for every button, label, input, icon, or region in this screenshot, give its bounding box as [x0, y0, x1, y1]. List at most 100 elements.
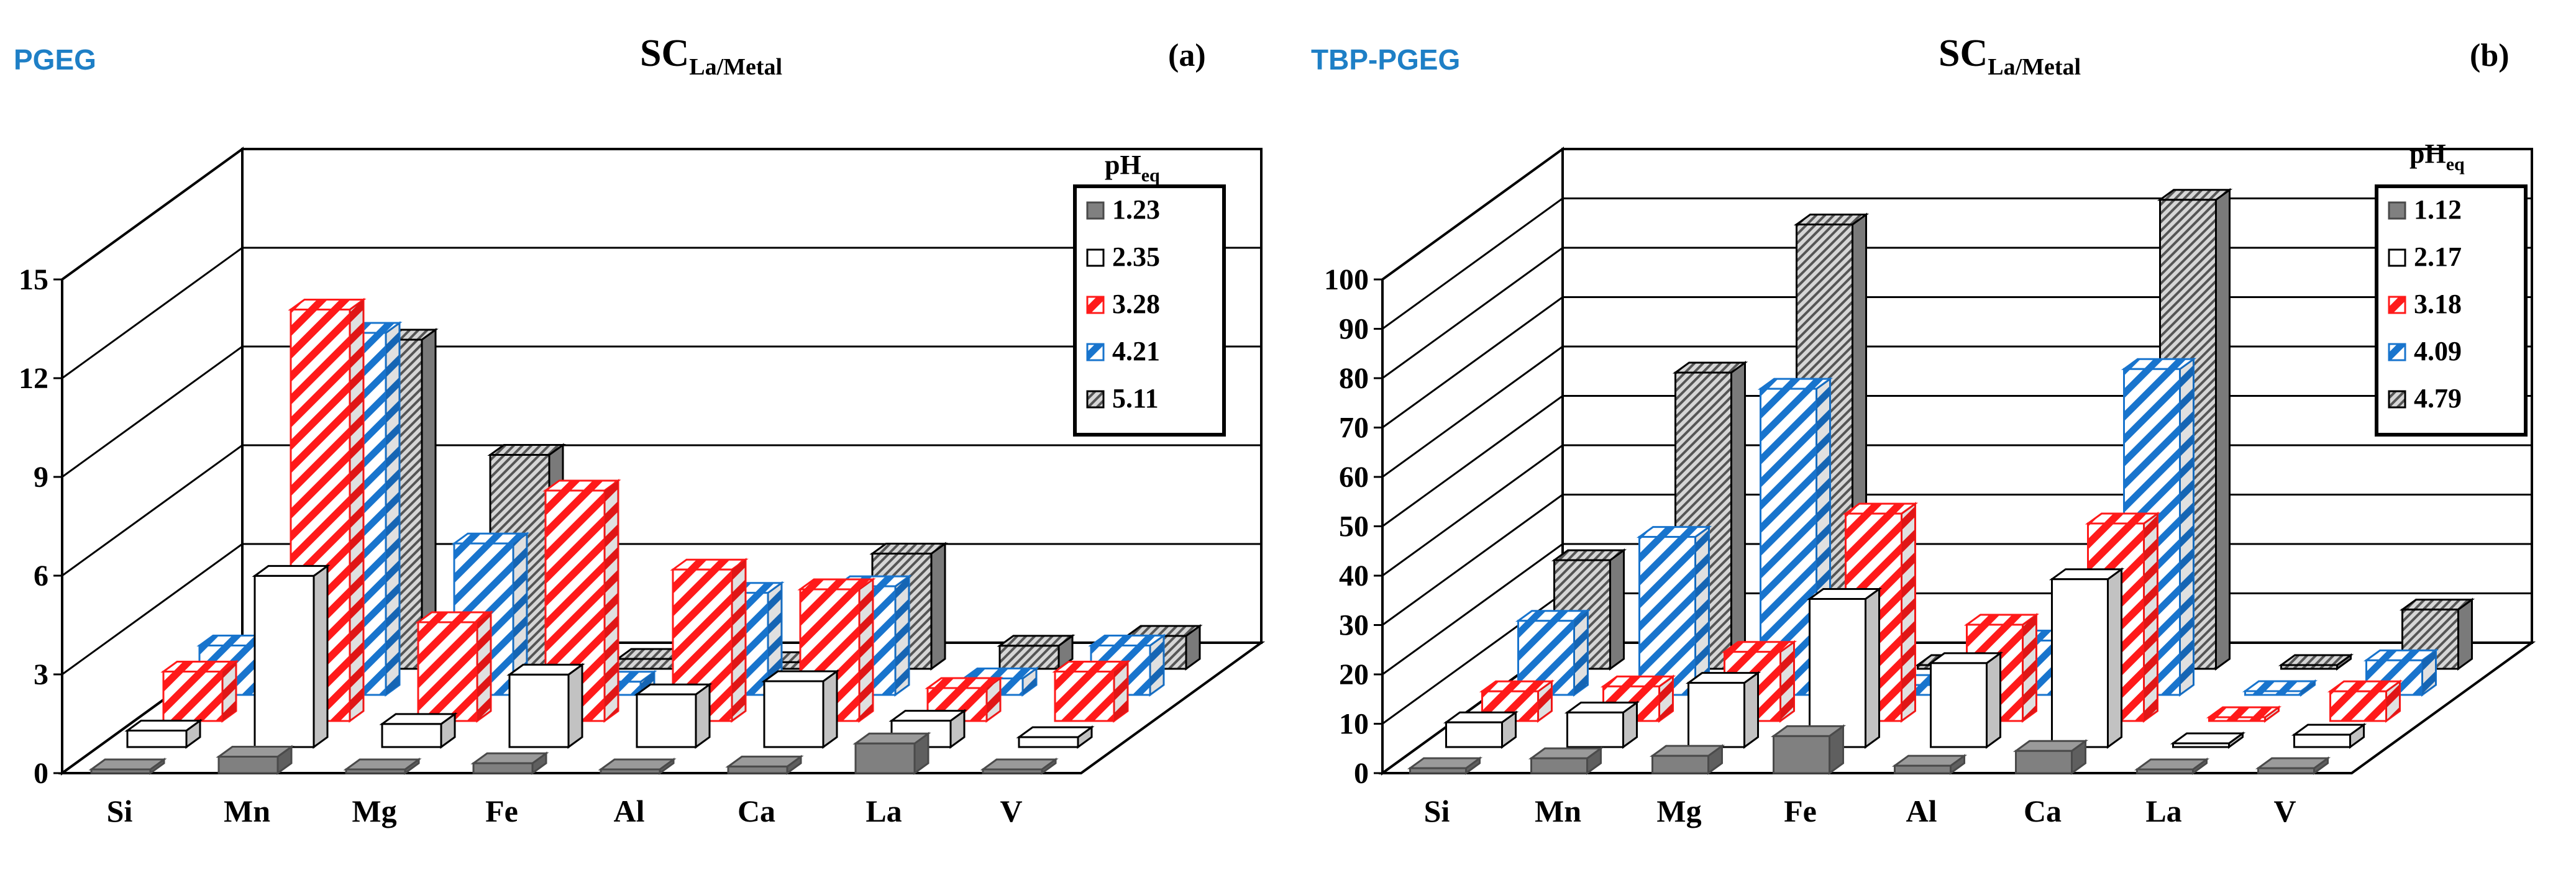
legend-swatch	[2388, 390, 2406, 409]
x-tick-label: Mg	[1656, 794, 1701, 828]
bar-1.23-Fe	[470, 751, 549, 775]
x-tick-label: La	[2145, 794, 2181, 828]
legend-swatch	[1086, 343, 1105, 361]
x-tick-label: Ca	[2024, 794, 2062, 828]
bar-3.28-Mg	[415, 610, 494, 723]
panel-b-legend-items: 1.12 2.17 3.18 4.09 4.79	[2388, 194, 2462, 414]
x-tick-label: Si	[107, 794, 133, 828]
legend-label: 5.11	[1112, 383, 1159, 414]
bar-5.11-La	[997, 633, 1076, 671]
panel-b-plot: 0 10 20 30 40 50 60 70 80 90 100 Si Mn Mg Fe Al Ca La V	[1324, 147, 2536, 828]
legend-swatch	[1086, 248, 1105, 267]
chart-panel-b: TBP-PGEG SCLa/Metal (b) 0 10 20 30 40 50 60 70 8…	[1311, 32, 2536, 828]
bar-1.23-V	[980, 758, 1059, 775]
bar-2.17-Mg	[1685, 671, 1761, 749]
panel-a-legend-items: 1.23 2.35 3.28 4.21 5.11	[1086, 194, 1160, 414]
gridline	[62, 345, 1261, 478]
y-tick-label: 30	[1339, 609, 1369, 642]
panel-a-legend-title: pHeq	[1105, 150, 1160, 186]
bar-2.35-Fe	[506, 663, 585, 749]
bar-2.17-Al	[1927, 651, 2004, 749]
x-tick-label: Al	[1906, 794, 1937, 828]
panel-a-label: (a)	[1168, 38, 1206, 73]
bar-3.28-Si	[160, 659, 239, 723]
chart-panel-a: PGEG SCLa/Metal (a) 0 3 6 9 12 15 Si Mn Mg Fe Al Ca…	[14, 32, 1266, 828]
y-tick-label: 80	[1339, 362, 1369, 395]
y-tick-label: 15	[19, 263, 48, 296]
bar-1.23-Ca	[725, 754, 804, 775]
x-tick-label: Ca	[738, 794, 775, 828]
x-tick-label: Al	[614, 794, 645, 828]
bar-1.12-Mn	[1528, 746, 1604, 775]
bar-1.12-V	[2255, 756, 2331, 775]
bar-2.17-La	[2170, 732, 2246, 749]
bar-1.23-La	[852, 732, 931, 775]
bar-1.23-Mg	[343, 758, 422, 775]
y-tick-label: 70	[1339, 412, 1369, 445]
y-tick-label: 20	[1339, 658, 1369, 691]
legend-swatch	[1086, 201, 1105, 220]
y-tick-label: 10	[1339, 708, 1369, 741]
legend-label: 4.79	[2414, 383, 2462, 414]
bar-1.23-Mn	[216, 745, 295, 775]
bar-3.18-Si	[1479, 679, 1555, 723]
x-tick-label: Fe	[1784, 794, 1817, 828]
y-tick-label: 0	[34, 757, 48, 790]
panel-b-title: SCLa/Metal	[1939, 32, 2081, 80]
bar-3.28-Mn	[288, 297, 367, 723]
legend-label: 3.18	[2414, 289, 2462, 319]
bar-2.35-Mg	[379, 712, 458, 749]
bar-1.12-Fe	[1770, 724, 1847, 775]
legend-label: 1.12	[2414, 194, 2462, 225]
panel-b-legend: pHeq 1.12 2.17 3.18 4.09 4.79	[2375, 138, 2528, 437]
x-tick-label: Si	[1424, 794, 1450, 828]
bar-2.17-Si	[1443, 710, 1519, 749]
legend-label: 4.21	[1112, 336, 1160, 366]
bar-2.35-Al	[634, 682, 713, 749]
x-tick-label: V	[1000, 794, 1022, 828]
y-tick-label: 60	[1339, 461, 1369, 494]
legend-label: 1.23	[1112, 194, 1160, 225]
panel-b-legend-title: pHeq	[2409, 138, 2465, 174]
bar-2.17-Fe	[1806, 587, 1883, 749]
panel-a-plot: 0 3 6 9 12 15 Si Mn Mg Fe Al Ca La V	[19, 147, 1266, 828]
y-tick-label: 0	[1354, 757, 1369, 790]
y-tick-label: 50	[1339, 510, 1369, 543]
legend-label: 4.09	[2414, 336, 2462, 366]
bar-4.09-Mn	[1636, 525, 1712, 697]
bar-2.35-Ca	[761, 669, 840, 749]
panel-b-tag: TBP-PGEG	[1311, 43, 1460, 76]
x-tick-label: Mg	[352, 794, 396, 828]
bar-1.12-Si	[1407, 756, 1483, 775]
panel-a-tag: PGEG	[14, 43, 96, 76]
y-tick-label: 100	[1324, 263, 1369, 296]
y-tick-label: 6	[34, 560, 48, 592]
panel-b-label: (b)	[2470, 38, 2510, 73]
bar-3.18-La	[2206, 705, 2282, 723]
bar-2.17-Mn	[1564, 700, 1640, 749]
bar-1.12-Al	[1891, 754, 1968, 775]
y-tick-label: 9	[34, 461, 48, 494]
x-tick-label: Mn	[224, 794, 270, 828]
legend-swatch	[2388, 248, 2406, 267]
y-tick-label: 40	[1339, 560, 1369, 592]
panel-a-title: SCLa/Metal	[640, 32, 782, 80]
bar-2.35-Si	[124, 718, 203, 749]
bar-1.12-Mg	[1649, 744, 1725, 775]
gridline	[62, 148, 1261, 281]
legend-label: 3.28	[1112, 289, 1160, 319]
legend-swatch	[2388, 201, 2406, 220]
gridline	[62, 444, 1261, 577]
x-tick-label: V	[2273, 794, 2296, 828]
legend-swatch	[2388, 296, 2406, 314]
bar-3.28-V	[1052, 659, 1131, 723]
bar-2.17-Ca	[2048, 567, 2125, 749]
legend-swatch	[2388, 343, 2406, 361]
x-tick-label: Fe	[485, 794, 518, 828]
y-tick-label: 90	[1339, 313, 1369, 346]
bar-2.35-Mn	[252, 564, 331, 749]
bar-1.12-La	[2134, 758, 2210, 775]
legend-label: 2.17	[2414, 242, 2462, 272]
gridline	[1382, 148, 2532, 281]
